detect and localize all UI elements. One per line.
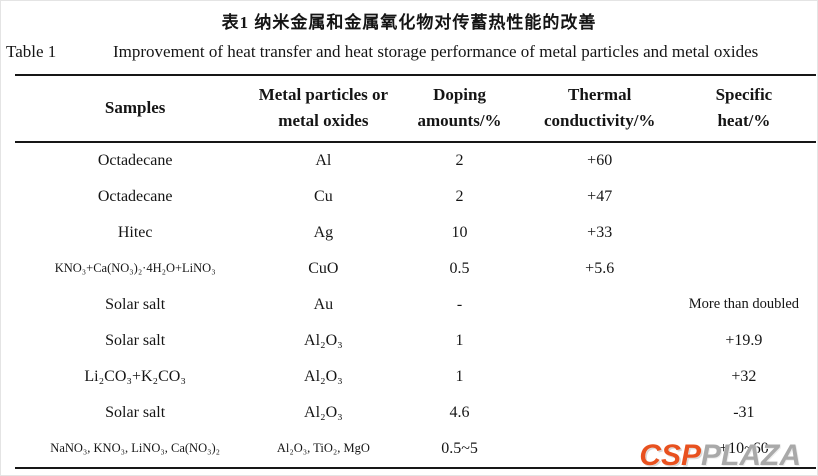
cell-material: Al₂O₃ [304, 404, 343, 422]
cell-specific [672, 142, 816, 179]
header-line: heat/% [717, 111, 771, 131]
cell-specific: +19.9 [725, 332, 763, 350]
table-title-zh: 表1 纳米金属和金属氧化物对传蓄热性能的改善 [221, 13, 597, 32]
table-row: Li₂CO₃+K₂CO₃ Al₂O₃ 1 +32 [15, 359, 816, 395]
cell-sample: Solar salt [105, 332, 166, 350]
cell-thermal: +60 [587, 152, 613, 170]
cell-doping: 1 [455, 332, 464, 350]
cell-specific: +10~60 [719, 440, 769, 458]
header-line: amounts/% [417, 111, 502, 131]
header-line: Specific [715, 85, 773, 104]
table-caption-text: Improvement of heat transfer and heat st… [113, 42, 759, 61]
cell-specific: -31 [733, 404, 755, 422]
cell-thermal [528, 359, 672, 395]
cell-doping: 2 [455, 152, 464, 170]
cell-specific: +32 [731, 368, 757, 386]
header-line: Thermal [568, 85, 632, 104]
header-material: Metal particles or metal oxides [255, 75, 392, 143]
cell-material: Al₂O₃ [304, 332, 343, 350]
table-body: Octadecane Al 2 +60 Octadecane Cu 2 +47 … [15, 142, 816, 468]
table-caption-label: Table 1 [6, 42, 57, 61]
watermark-csp-text: CSP [639, 439, 701, 472]
cell-sample: Hitec [117, 224, 153, 242]
table-row: Octadecane Al 2 +60 [15, 142, 816, 179]
table-row: Solar salt Al₂O₃ 1 +19.9 [15, 323, 816, 359]
cell-material: Cu [314, 188, 333, 206]
table-row: Solar salt Al₂O₃ 4.6 -31 [15, 395, 816, 431]
cell-sample: Octadecane [97, 188, 173, 206]
table-row: Octadecane Cu 2 +47 [15, 179, 816, 215]
header-line: metal oxides [278, 111, 369, 131]
cell-sample: Solar salt [105, 296, 166, 314]
improvement-table: Samples Metal particles or metal oxides … [15, 74, 816, 469]
table-caption-en: Table 1 Improvement of heat transfer and… [1, 42, 817, 62]
cell-thermal [528, 395, 672, 431]
header-samples: Samples [15, 75, 256, 143]
cell-specific [672, 215, 816, 251]
cell-specific: More than doubled [688, 295, 800, 312]
cell-material: Al₂O₃ [304, 368, 343, 386]
header-thermal: Thermal conductivity/% [527, 75, 672, 143]
cell-doping: 1 [455, 368, 464, 386]
header-line: Metal particles or [258, 85, 389, 104]
cell-sample: Li₂CO₃+K₂CO₃ [84, 368, 186, 386]
header-line: Samples [104, 98, 166, 118]
watermark-plaza-text: PLAZA [701, 439, 801, 472]
cell-sample: Solar salt [105, 404, 166, 422]
cell-material: Al [315, 152, 332, 170]
cell-thermal: +47 [587, 188, 613, 206]
header-line: Doping [433, 85, 486, 104]
csp-plaza-watermark: CSPPLAZA [639, 441, 801, 471]
cell-specific [672, 251, 816, 287]
cell-doping: 0.5 [449, 260, 470, 278]
cell-material: CuO [308, 260, 339, 278]
cell-doping: 4.6 [449, 404, 470, 422]
cell-thermal: +33 [587, 224, 613, 242]
header-specific: Specific heat/% [671, 75, 816, 143]
cell-doping: 0.5~5 [441, 440, 478, 458]
cell-doping: 2 [455, 188, 464, 206]
table-header-row: Samples Metal particles or metal oxides … [15, 75, 816, 143]
cell-material: Ag [313, 224, 334, 242]
table-header-row: Samples Metal particles or metal oxides … [15, 75, 816, 143]
table-row: KNO₃+Ca(NO₃)₂·4H₂O+LiNO₃ CuO 0.5 +5.6 [15, 251, 816, 287]
cell-doping: 10 [451, 224, 468, 242]
cell-material: Au [313, 296, 334, 314]
cell-specific [672, 179, 816, 215]
cell-thermal [528, 287, 672, 323]
table-row: Hitec Ag 10 +33 [15, 215, 816, 251]
cell-thermal [528, 323, 672, 359]
cell-sample: Octadecane [97, 152, 173, 170]
cell-doping: - [456, 296, 463, 314]
cell-sample: KNO₃+Ca(NO₃)₂·4H₂O+LiNO₃ [54, 261, 216, 276]
header-doping: Doping amounts/% [391, 75, 528, 143]
cell-material: Al₂O₃, TiO₂, MgO [276, 441, 370, 456]
header-line: conductivity/% [543, 111, 656, 131]
table-row: NaNO₃, KNO₃, LiNO₃, Ca(NO₃)₂ Al₂O₃, TiO₂… [15, 431, 816, 468]
cell-thermal: +5.6 [585, 260, 615, 278]
cell-sample: NaNO₃, KNO₃, LiNO₃, Ca(NO₃)₂ [50, 441, 220, 456]
table-row: Solar salt Au - More than doubled [15, 287, 816, 323]
